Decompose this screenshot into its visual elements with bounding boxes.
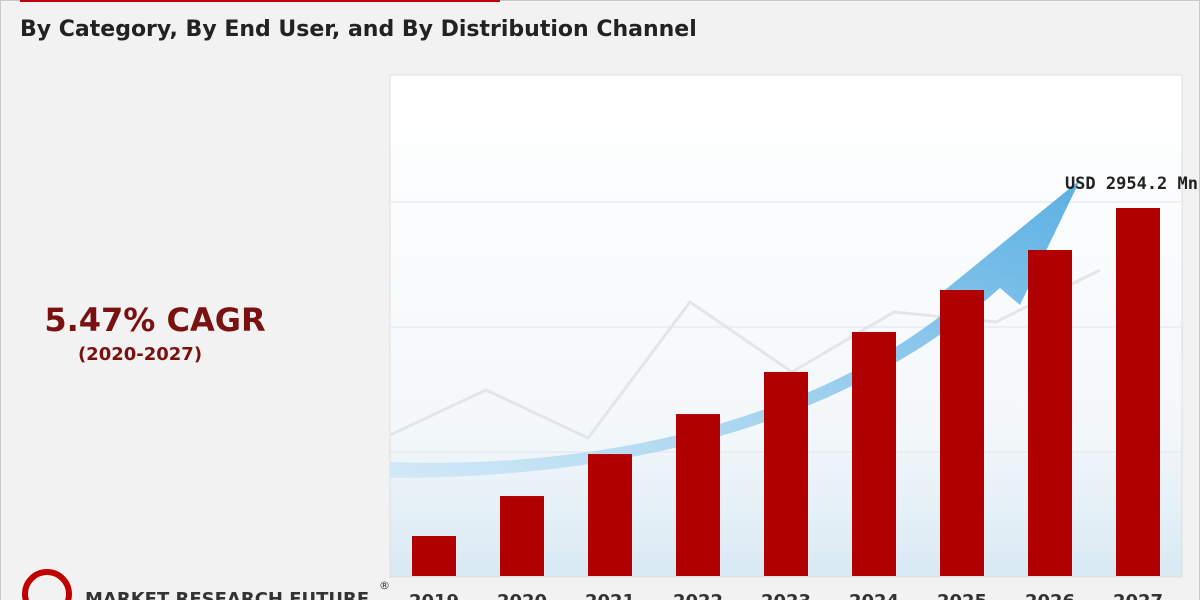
bar [412, 536, 456, 576]
bar [1116, 208, 1160, 576]
subtitle: By Category, By End User, and By Distrib… [20, 17, 697, 42]
bar [852, 331, 896, 576]
x-tick-label: 2027 [1113, 591, 1163, 600]
value-label: USD 2954.2 Mn [1065, 174, 1198, 194]
x-tick-label: 2023 [761, 591, 811, 600]
x-tick-label: 2026 [1025, 591, 1075, 600]
bar [500, 496, 544, 576]
x-tick-label: 2022 [673, 591, 723, 600]
bar [940, 289, 984, 576]
cagr: 5.47% CAGR [44, 301, 265, 339]
x-tick-label: 2021 [585, 591, 635, 600]
title-bar [20, 0, 500, 2]
x-tick-label: 2019 [409, 591, 459, 600]
brand-mark: ® [379, 579, 390, 592]
period: (2020-2027) [78, 344, 202, 365]
bar [588, 454, 632, 576]
x-tick-label: 2025 [937, 591, 987, 600]
x-tick-label: 2024 [849, 591, 899, 600]
brand: MARKET RESEARCH FUTURE [85, 589, 369, 600]
logo [22, 569, 72, 600]
bar [764, 371, 808, 576]
x-tick-label: 2020 [497, 591, 547, 600]
bar [1028, 250, 1072, 577]
bar [676, 414, 720, 576]
